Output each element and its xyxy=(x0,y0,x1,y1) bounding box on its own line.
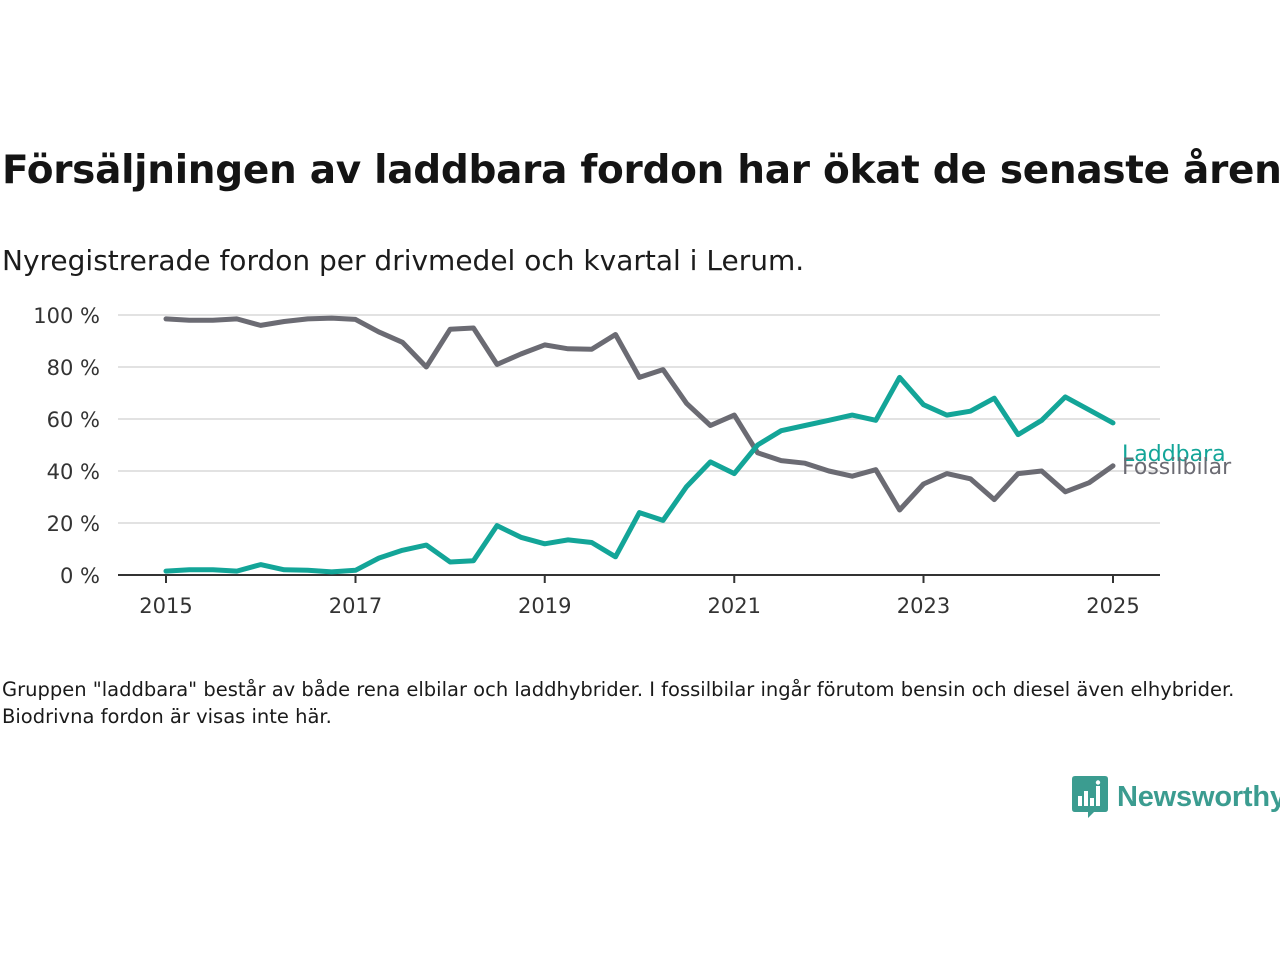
x-tick-label: 2015 xyxy=(139,594,192,618)
y-tick-label: 60 % xyxy=(47,408,100,432)
newsworthy-logo-icon xyxy=(1072,776,1108,818)
y-tick-label: 80 % xyxy=(47,356,100,380)
y-tick-label: 40 % xyxy=(47,460,100,484)
x-tick-label: 2017 xyxy=(329,594,382,618)
series-label-laddbara: Laddbara xyxy=(1122,442,1226,467)
brand-logo: Newsworthy xyxy=(1072,776,1280,818)
x-tick-label: 2021 xyxy=(708,594,761,618)
series-label-fossilbilar: Fossilbilar xyxy=(1122,455,1232,480)
series-line-laddbara xyxy=(163,374,1116,575)
x-axis-ticks: 2015 2017 2019 2021 2023 2025 xyxy=(139,575,1140,618)
grid-lines xyxy=(118,314,1160,524)
series-lines xyxy=(163,315,1116,575)
y-tick-label: 0 % xyxy=(60,564,100,588)
footnote: Gruppen "laddbara" består av både rena e… xyxy=(2,678,1235,728)
x-tick-label: 2023 xyxy=(897,594,950,618)
y-tick-label: 20 % xyxy=(47,512,100,536)
chart-subtitle: Nyregistrerade fordon per drivmedel och … xyxy=(2,244,805,277)
x-tick-label: 2025 xyxy=(1086,594,1139,618)
x-tick-label: 2019 xyxy=(518,594,571,618)
y-axis-ticks: 0 % 20 % 40 % 60 % 80 % 100 % xyxy=(33,304,100,588)
brand-name: Newsworthy xyxy=(1117,780,1280,813)
series-line-fossilbilar xyxy=(163,315,1116,513)
y-tick-label: 100 % xyxy=(33,304,100,328)
chart-title: Försäljningen av laddbara fordon har öka… xyxy=(2,148,1280,193)
